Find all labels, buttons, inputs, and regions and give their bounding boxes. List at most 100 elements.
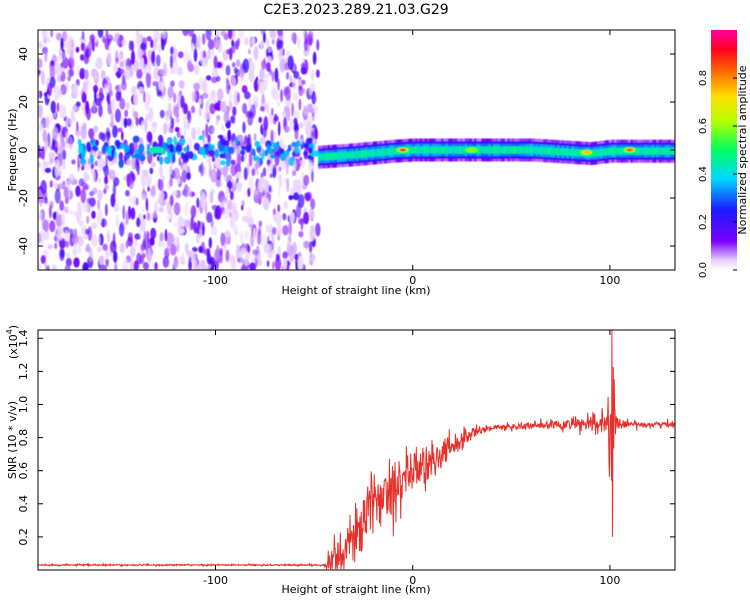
noise-speckle [153,66,160,81]
noise-speckle [303,143,309,149]
noise-speckle [208,237,212,249]
noise-speckle [282,258,287,270]
noise-speckle [190,205,197,219]
noise-speckle [274,257,282,270]
noise-speckle [193,221,198,234]
noise-speckle [248,216,254,228]
noise-speckle [124,66,131,80]
signal-cell [441,146,445,154]
noise-speckle [139,224,142,237]
noise-speckle [80,42,85,51]
noise-speckle [125,240,129,249]
noise-speckle [161,30,167,40]
signal-cell [381,148,385,156]
signal-cell [573,149,577,157]
noise-speckle [166,242,171,254]
noise-speckle [77,209,83,219]
noise-speckle [238,68,245,78]
signal-cell [386,148,390,156]
noise-speckle [38,232,42,244]
noise-speckle [181,169,187,183]
noise-speckle [177,67,183,76]
noise-speckle [198,107,202,117]
noise-speckle [290,250,295,263]
noise-speckle [156,91,163,97]
noise-speckle [211,48,215,57]
noise-speckle [243,167,248,181]
noise-speckle [159,109,165,119]
signal-cell [360,150,364,158]
noise-speckle [177,228,185,234]
y-tick-label: 0 [17,147,30,154]
noise-speckle [295,254,299,270]
noise-speckle [207,38,215,50]
signal-cell [424,146,428,154]
noise-speckle [123,143,130,153]
noise-speckle [146,230,150,246]
signal-cell [429,146,433,154]
noise-speckle [210,168,217,183]
noise-speckle [238,30,245,40]
x-tick-label: -100 [203,574,228,587]
noise-speckle [291,102,294,117]
noise-speckle [156,54,161,67]
signal-cell [493,146,497,154]
y-tick-label: 1.2 [17,363,30,381]
signal-cell [374,149,378,157]
noise-speckle [135,197,139,206]
noise-speckle [146,131,153,143]
noise-speckle [260,40,264,49]
noise-speckle [121,80,127,91]
noise-speckle [259,68,265,80]
noise-speckle [308,207,315,220]
noise-speckle [287,240,291,252]
noise-speckle [158,43,162,55]
noise-speckle [286,49,291,59]
noise-speckle [230,254,236,267]
noise-speckle [114,262,118,270]
noise-speckle [227,146,235,155]
noise-speckle [220,30,227,37]
noise-speckle [202,129,206,145]
noise-speckle [201,92,209,99]
y-tick-label: 0.2 [17,528,30,546]
noise-speckle [196,197,200,209]
noise-speckle [46,36,51,44]
noise-speckle [173,105,179,117]
signal-cell [320,153,324,161]
noise-speckle [148,107,154,122]
noise-speckle [304,30,308,45]
spectrogram-xlabel: Height of straight line (km) [281,284,430,297]
noise-speckle [131,140,138,151]
noise-speckle [91,38,95,52]
noise-speckle [312,51,317,65]
noise-speckle [307,137,313,145]
noise-speckle [214,156,219,167]
signal-cell [329,152,333,160]
noise-speckle [52,264,57,270]
noise-speckle [79,36,86,45]
noise-speckle [160,38,165,51]
noise-speckle [97,30,104,38]
noise-speckle [73,245,77,258]
noise-speckle [307,147,313,154]
noise-speckle [211,127,215,134]
noise-speckle [226,181,233,189]
noise-speckle [287,235,292,243]
noise-speckle [298,85,304,97]
noise-speckle [65,206,69,214]
signal-cell [436,146,440,154]
noise-speckle [123,258,129,269]
noise-speckle [169,177,173,187]
noise-speckle [279,153,287,162]
noise-speckle [44,138,49,152]
noise-speckle [59,143,64,156]
noise-speckle [227,129,232,142]
noise-speckle [287,55,294,71]
noise-speckle [143,230,147,245]
signal-cell [661,147,665,155]
noise-speckle [73,257,80,268]
noise-speckle [230,190,234,201]
noise-speckle [56,56,63,62]
noise-speckle [90,162,95,170]
